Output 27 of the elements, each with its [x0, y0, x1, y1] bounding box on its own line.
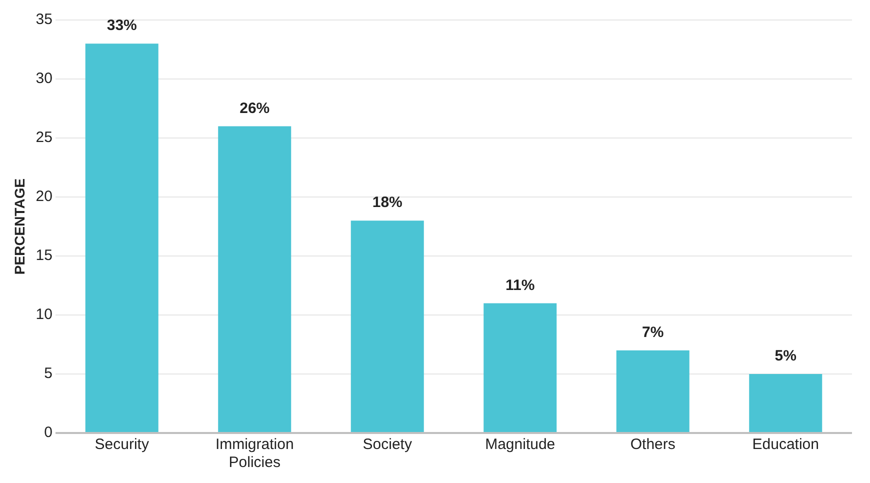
bar — [218, 126, 292, 432]
x-tick-label: Security — [94, 436, 150, 454]
y-tick-label: 30 — [36, 70, 52, 88]
y-tick-label: 10 — [36, 306, 52, 324]
y-tick-label: 5 — [44, 365, 52, 382]
data-label: 5% — [774, 348, 796, 365]
x-tick-label: Education — [752, 436, 819, 454]
data-label: 18% — [372, 194, 402, 212]
y-tick-label: 15 — [36, 247, 52, 264]
x-tick-label: Society — [362, 436, 412, 454]
x-tick-label: Magnitude — [485, 436, 556, 454]
data-label: 26% — [240, 100, 270, 117]
bar — [616, 350, 690, 432]
x-tick-label: Others — [630, 436, 676, 454]
bar — [85, 44, 158, 432]
data-label: 33% — [106, 17, 137, 34]
bar — [350, 220, 424, 432]
y-axis-title: PERCENTAGE — [11, 178, 28, 275]
bar — [749, 374, 822, 432]
y-tick-label: 0 — [44, 424, 52, 442]
data-label: 7% — [642, 324, 664, 342]
data-label: 11% — [506, 276, 535, 294]
x-tick-label: Immigration Policies — [215, 436, 294, 472]
y-tick-label: 25 — [36, 129, 52, 146]
bar — [484, 303, 557, 432]
y-tick-label: 20 — [36, 188, 52, 206]
y-tick-label: 35 — [36, 11, 52, 28]
